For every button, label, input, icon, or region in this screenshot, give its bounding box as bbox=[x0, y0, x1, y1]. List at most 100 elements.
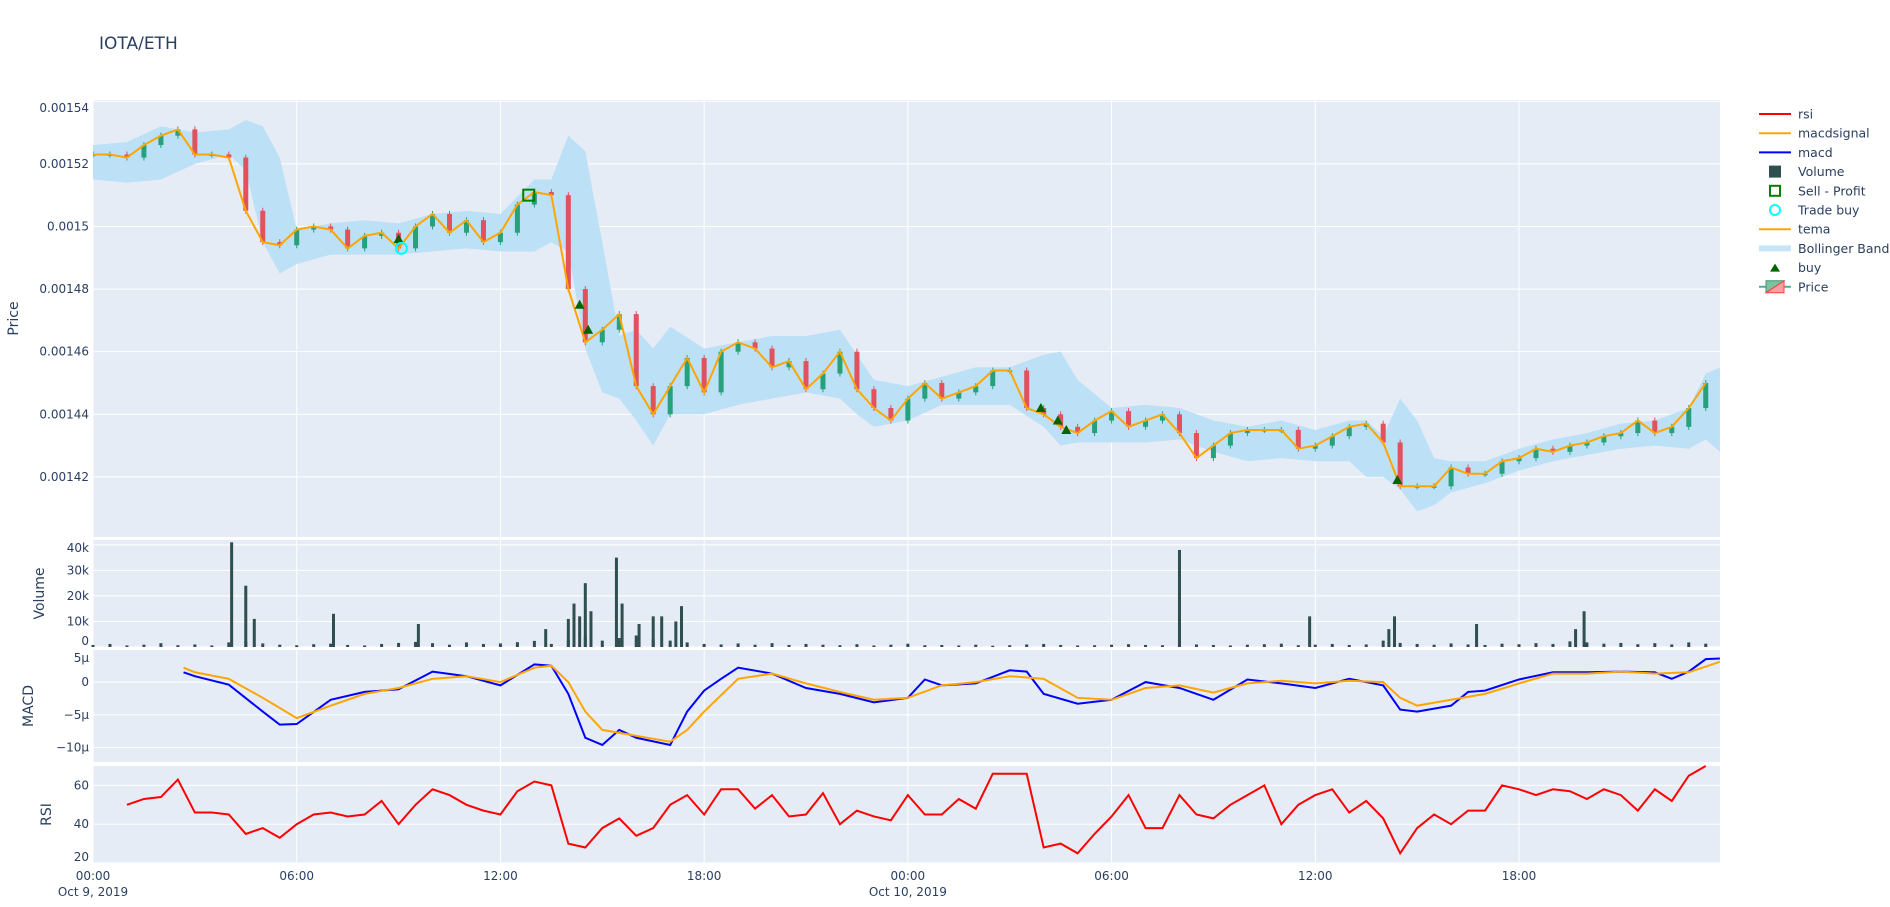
volume-bar bbox=[680, 606, 684, 647]
candle bbox=[888, 408, 894, 421]
volume-bar bbox=[1636, 644, 1640, 647]
legend-item-macd[interactable]: macd bbox=[1759, 145, 1833, 160]
candle bbox=[565, 195, 571, 290]
rsi-line bbox=[126, 765, 1707, 856]
candle bbox=[752, 342, 758, 349]
volume-bar bbox=[1602, 643, 1606, 647]
candle bbox=[820, 373, 826, 390]
candle bbox=[1686, 408, 1692, 427]
candle bbox=[345, 229, 351, 249]
candle bbox=[1312, 445, 1318, 449]
legend-item-rsi[interactable]: rsi bbox=[1759, 107, 1813, 122]
candle bbox=[684, 357, 690, 387]
volume-bar bbox=[1076, 645, 1080, 647]
legend-item-volume[interactable]: Volume bbox=[1769, 164, 1845, 179]
candle bbox=[786, 361, 792, 368]
x-tick-label: 06:00 bbox=[279, 869, 314, 883]
volume-bar bbox=[804, 643, 808, 647]
rsi-y-tick-label: 40 bbox=[74, 817, 89, 831]
chart-title: IOTA/ETH bbox=[99, 34, 178, 54]
legend-item-tema[interactable]: tema bbox=[1759, 222, 1830, 237]
candle bbox=[837, 351, 843, 374]
volume-bar bbox=[634, 635, 638, 647]
volume-bar bbox=[1093, 645, 1097, 647]
price-series bbox=[93, 120, 1720, 512]
volume-bar bbox=[544, 629, 548, 647]
macd-plot-area bbox=[93, 650, 1720, 762]
volume-bar bbox=[142, 644, 146, 647]
candle bbox=[769, 348, 775, 368]
legend-label: rsi bbox=[1798, 107, 1813, 122]
volume-bar bbox=[252, 618, 256, 647]
volume-bar bbox=[244, 585, 248, 647]
volume-bar bbox=[770, 643, 774, 647]
volume-bar bbox=[1381, 640, 1385, 647]
legend-item-trade-buy[interactable]: Trade buy bbox=[1769, 203, 1860, 218]
rsi-y-tick-label: 20 bbox=[74, 850, 89, 864]
candle bbox=[1075, 426, 1081, 434]
candle bbox=[1210, 445, 1216, 459]
volume-bar bbox=[600, 640, 604, 647]
volume-bar bbox=[753, 644, 757, 647]
volume-plot-area bbox=[93, 540, 1720, 647]
candle bbox=[990, 370, 996, 387]
volume-bar bbox=[578, 616, 582, 647]
volume-bar bbox=[685, 642, 689, 647]
volume-bar bbox=[1466, 644, 1470, 647]
candle bbox=[1516, 458, 1522, 462]
legend-item-price[interactable]: Price bbox=[1759, 279, 1829, 294]
candle bbox=[192, 129, 198, 155]
volume-bar bbox=[1296, 645, 1300, 647]
volume-bar bbox=[787, 644, 791, 647]
legend-item-bollinger-band[interactable]: Bollinger Band bbox=[1759, 241, 1889, 256]
legend-item-sell-profit[interactable]: Sell - Profit bbox=[1769, 183, 1866, 198]
volume-bar bbox=[940, 644, 944, 647]
volume-bar bbox=[660, 616, 664, 647]
volume-bar bbox=[1483, 644, 1487, 647]
candle bbox=[1465, 467, 1471, 474]
volume-bar bbox=[125, 645, 129, 647]
price-y-tick-label: 0.00154 bbox=[39, 101, 89, 115]
volume-bar bbox=[380, 643, 384, 647]
x-tick-label: 00:00 bbox=[76, 869, 111, 883]
macd-y-tick-label: 0 bbox=[81, 675, 89, 689]
volume-bar bbox=[1551, 643, 1555, 647]
macd-y-tick-label: −5µ bbox=[64, 708, 90, 722]
legend-item-buy[interactable]: buy bbox=[1770, 260, 1822, 275]
legend-label: buy bbox=[1798, 260, 1822, 275]
candle bbox=[1397, 442, 1403, 487]
x-tick-date-label: Oct 10, 2019 bbox=[869, 885, 947, 899]
candle bbox=[1363, 423, 1369, 427]
volume-bar bbox=[1025, 644, 1029, 647]
candle bbox=[158, 135, 164, 146]
volume-bar bbox=[702, 643, 706, 647]
legend-label: macdsignal bbox=[1798, 126, 1870, 141]
sell-profit-marker bbox=[522, 188, 536, 202]
legend-triangle-icon bbox=[1770, 263, 1780, 272]
legend-label: Sell - Profit bbox=[1798, 183, 1866, 198]
volume-bar bbox=[1653, 643, 1657, 647]
macd-y-tick-label: −10µ bbox=[56, 741, 89, 755]
candle bbox=[1244, 429, 1250, 434]
volume-bar bbox=[651, 616, 655, 647]
volume-bar bbox=[1415, 643, 1419, 647]
volume-bar bbox=[1517, 644, 1521, 647]
buy-marker bbox=[1061, 424, 1072, 434]
candle bbox=[277, 242, 283, 246]
legend-label: Trade buy bbox=[1797, 203, 1860, 218]
volume-bar bbox=[329, 643, 333, 647]
candle bbox=[379, 232, 385, 236]
macd-axis-title: MACD bbox=[21, 685, 37, 727]
candle bbox=[735, 342, 741, 352]
volume-bar bbox=[1500, 643, 1504, 647]
volume-bar bbox=[855, 644, 859, 647]
legend-item-macdsignal[interactable]: macdsignal bbox=[1759, 126, 1870, 141]
volume-y-tick-label: 30k bbox=[67, 563, 89, 577]
volume-bar bbox=[331, 613, 335, 647]
buy-marker bbox=[583, 324, 594, 334]
candle bbox=[599, 329, 605, 343]
volume-bar bbox=[872, 645, 876, 647]
volume-bar bbox=[1393, 616, 1397, 647]
volume-bar bbox=[1619, 642, 1623, 647]
